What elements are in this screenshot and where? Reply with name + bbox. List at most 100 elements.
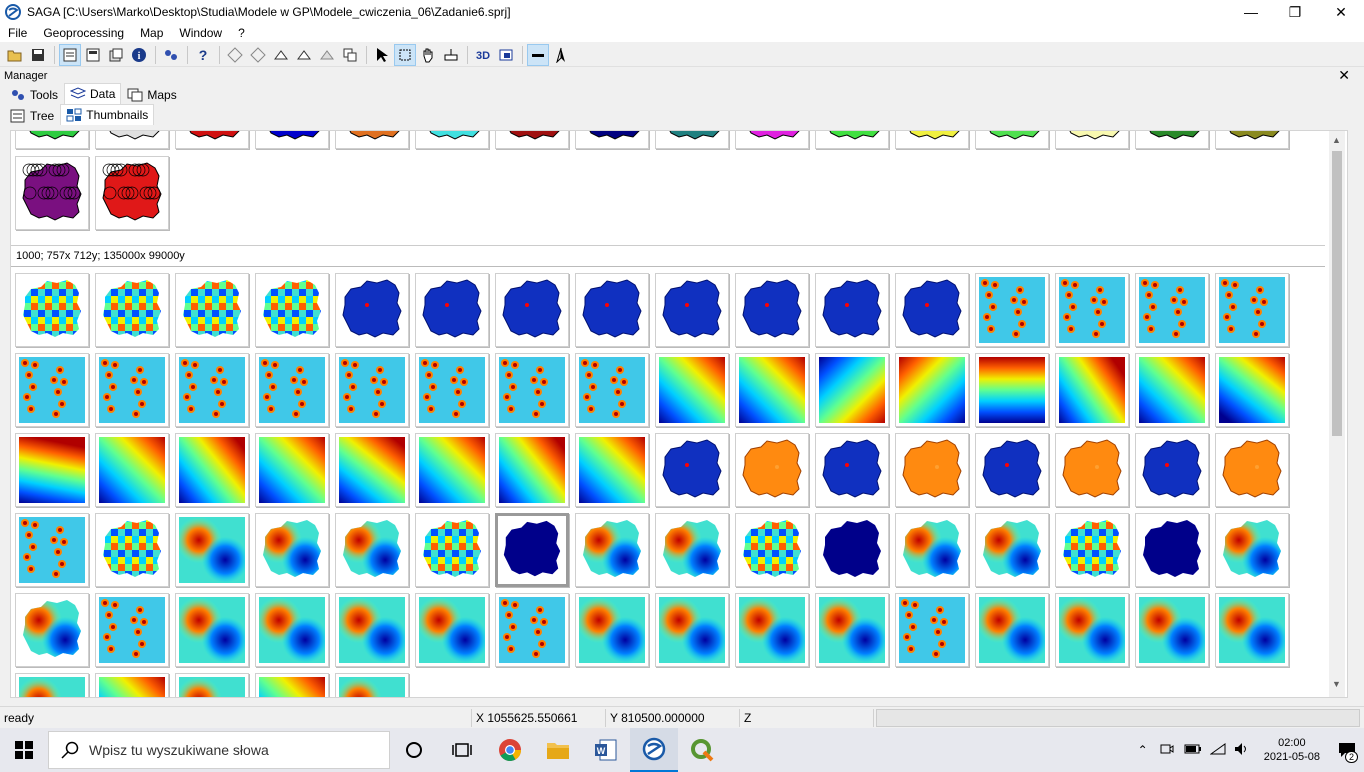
grid-layer-thumbnail[interactable] [495, 433, 569, 507]
tab-tree[interactable]: Tree [4, 106, 60, 125]
shapes-layer-thumbnail[interactable] [255, 131, 329, 149]
grid-layer-thumbnail[interactable] [15, 273, 89, 347]
grid-layer-thumbnail[interactable] [95, 273, 169, 347]
close-window-button[interactable]: ✕ [1335, 3, 1347, 20]
grid-layer-thumbnail[interactable] [975, 513, 1049, 587]
grid-layer-thumbnail[interactable] [1055, 433, 1129, 507]
open-icon[interactable] [4, 44, 26, 66]
zoom-full-icon[interactable] [270, 44, 292, 66]
grid-layer-thumbnail[interactable] [415, 513, 489, 587]
tab-thumbnails[interactable]: Thumbnails [60, 104, 155, 125]
task-view-icon[interactable] [438, 728, 486, 772]
grid-layer-thumbnail[interactable] [255, 433, 329, 507]
grid-layer-thumbnail[interactable] [975, 433, 1049, 507]
word-icon[interactable]: W [582, 728, 630, 772]
start-button[interactable] [0, 728, 48, 772]
grid-layer-thumbnail[interactable] [335, 673, 409, 697]
shapes-layer-thumbnail[interactable] [15, 131, 89, 149]
grid-layer-thumbnail[interactable] [255, 353, 329, 427]
shapes-layer-thumbnail[interactable] [415, 131, 489, 149]
meet-now-icon[interactable] [1160, 742, 1174, 759]
grid-layer-thumbnail[interactable] [175, 353, 249, 427]
zoom-back-icon[interactable] [224, 44, 246, 66]
grid-layer-thumbnail[interactable] [895, 593, 969, 667]
grid-layer-thumbnail[interactable] [415, 433, 489, 507]
grid-layer-thumbnail[interactable] [15, 593, 89, 667]
grid-layer-thumbnail[interactable] [95, 593, 169, 667]
cortana-icon[interactable] [390, 728, 438, 772]
grid-layer-thumbnail[interactable] [15, 433, 89, 507]
grid-layer-thumbnail[interactable] [815, 433, 889, 507]
grid-layer-thumbnail[interactable] [335, 593, 409, 667]
help-icon[interactable]: ? [192, 44, 214, 66]
chrome-icon[interactable] [486, 728, 534, 772]
scroll-up-icon[interactable]: ▲ [1332, 135, 1341, 145]
grid-layer-thumbnail[interactable] [255, 673, 329, 697]
grid-layer-thumbnail[interactable] [655, 433, 729, 507]
grid-layer-thumbnail[interactable] [575, 593, 649, 667]
shapes-layer-thumbnail[interactable] [335, 131, 409, 149]
grid-layer-thumbnail[interactable] [335, 353, 409, 427]
grid-layer-thumbnail[interactable] [655, 273, 729, 347]
grid-layer-thumbnail[interactable] [815, 273, 889, 347]
grid-layer-thumbnail[interactable] [1135, 593, 1209, 667]
notifications-button[interactable]: 2 [1330, 728, 1364, 772]
grid-layer-thumbnail[interactable] [255, 593, 329, 667]
grid-layer-thumbnail[interactable] [15, 353, 89, 427]
grid-layer-thumbnail[interactable] [575, 433, 649, 507]
menu-window[interactable]: Window [179, 26, 223, 40]
grid-layer-thumbnail[interactable] [95, 513, 169, 587]
grid-layer-thumbnail[interactable] [975, 273, 1049, 347]
grid-layer-thumbnail[interactable] [335, 273, 409, 347]
grid-layer-thumbnail[interactable] [95, 433, 169, 507]
shapes-layer-thumbnail[interactable] [1055, 131, 1129, 149]
restore-button[interactable]: ❐ [1288, 3, 1302, 20]
grid-layer-thumbnail[interactable] [735, 593, 809, 667]
shapes-layer-thumbnail[interactable] [895, 131, 969, 149]
shapes-layer-thumbnail[interactable] [95, 131, 169, 149]
grid-layer-thumbnail[interactable] [1215, 593, 1289, 667]
grid-layer-thumbnail[interactable] [175, 673, 249, 697]
volume-icon[interactable] [1234, 742, 1250, 759]
taskbar-search-box[interactable]: Wpisz tu wyszukiwane słowa [48, 731, 390, 769]
shapes-layer-thumbnail[interactable] [1215, 131, 1289, 149]
data-source-icon[interactable] [105, 44, 127, 66]
minimize-button[interactable]: — [1244, 4, 1258, 20]
shapes-layer-thumbnail[interactable] [1135, 131, 1209, 149]
zoom-active-icon[interactable] [293, 44, 315, 66]
grid-layer-thumbnail[interactable] [335, 433, 409, 507]
grid-layer-thumbnail[interactable] [1135, 353, 1209, 427]
grid-layer-thumbnail[interactable] [495, 353, 569, 427]
shapes-layer-thumbnail[interactable] [815, 131, 889, 149]
grid-layer-thumbnail[interactable] [1215, 353, 1289, 427]
shapes-layer-thumbnail[interactable] [15, 156, 89, 230]
saga-taskbar-icon[interactable] [630, 728, 678, 772]
grid-layer-thumbnail[interactable] [655, 593, 729, 667]
grid-layer-thumbnail[interactable] [1055, 513, 1129, 587]
grid-layer-thumbnail[interactable] [975, 593, 1049, 667]
zoom-selection-icon[interactable] [316, 44, 338, 66]
grid-layer-thumbnail[interactable] [815, 513, 889, 587]
grid-layer-thumbnail[interactable] [415, 273, 489, 347]
grid-layer-thumbnail[interactable] [895, 513, 969, 587]
menu-help[interactable]: ? [238, 26, 245, 40]
menu-geoprocessing[interactable]: Geoprocessing [43, 26, 125, 40]
grid-layer-thumbnail[interactable] [415, 593, 489, 667]
manager-close-icon[interactable]: ✕ [1338, 67, 1350, 83]
tray-chevron-icon[interactable]: ⌃ [1137, 743, 1148, 757]
grid-layer-thumbnail[interactable] [975, 353, 1049, 427]
grid-layer-thumbnail[interactable] [655, 353, 729, 427]
grid-layer-thumbnail[interactable] [495, 593, 569, 667]
grid-layer-thumbnail[interactable] [895, 353, 969, 427]
grid-layer-thumbnail[interactable] [735, 273, 809, 347]
qgis-icon[interactable] [678, 728, 726, 772]
grid-layer-thumbnail[interactable] [495, 273, 569, 347]
info-icon[interactable]: i [128, 44, 150, 66]
grid-layer-thumbnail[interactable] [575, 353, 649, 427]
shapes-layer-thumbnail[interactable] [95, 156, 169, 230]
scale-bar-icon[interactable] [527, 43, 549, 66]
grid-layer-thumbnail[interactable] [95, 353, 169, 427]
selected-grid-thumbnail[interactable] [495, 513, 569, 587]
grid-layer-thumbnail[interactable] [1215, 273, 1289, 347]
tab-tools[interactable]: Tools [4, 85, 64, 104]
